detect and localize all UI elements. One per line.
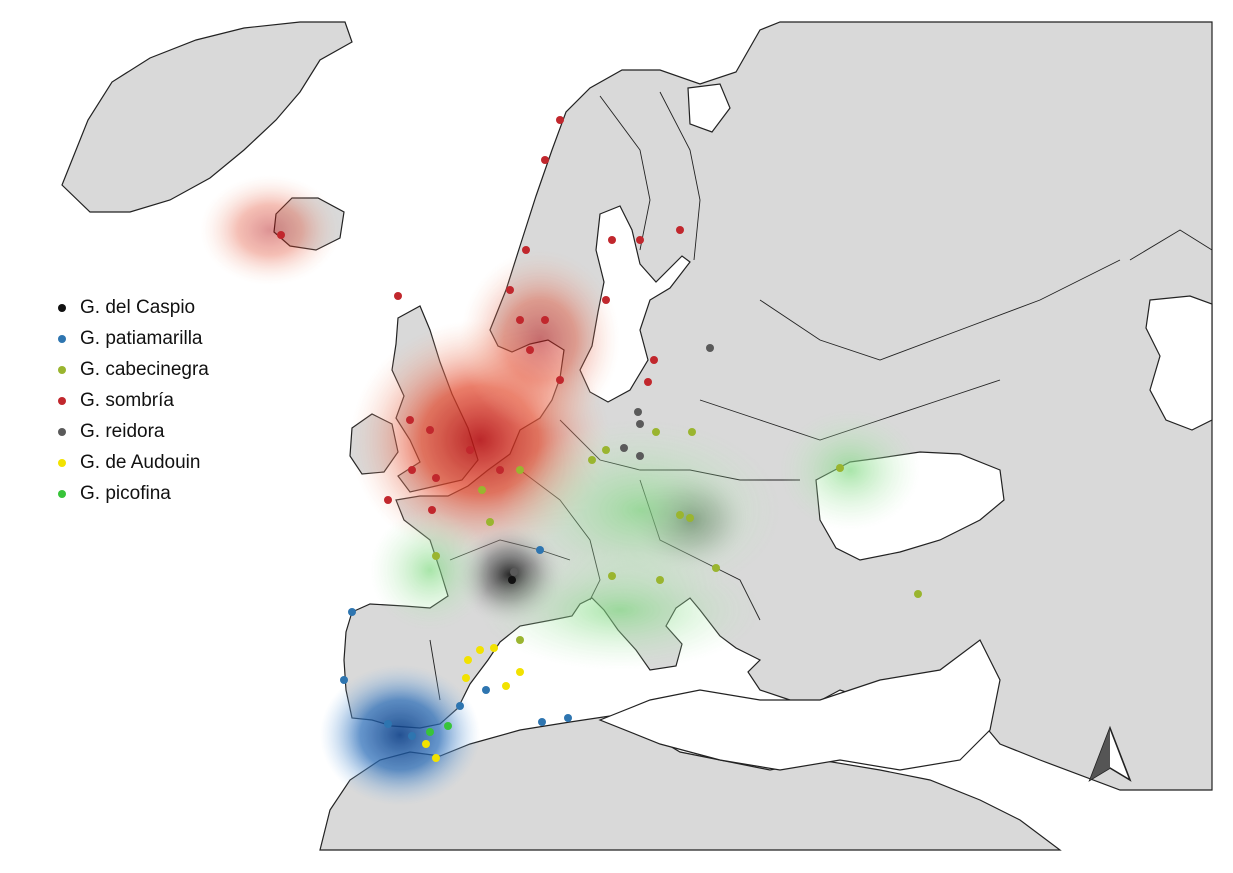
legend-label: G. cabecinegra [80,358,209,380]
legend-label: G. picofina [80,482,171,504]
legend-item: G. de Audouin [58,447,209,478]
legend-swatch [58,458,66,467]
legend-label: G. sombría [80,389,174,411]
legend-swatch [58,489,66,498]
points-audouin [422,644,524,762]
legend-swatch [58,396,66,405]
north-arrow-icon [1088,725,1132,782]
legend-label: G. patiamarilla [80,327,203,349]
legend-swatch [58,303,66,312]
legend: G. del Caspio G. patiamarilla G. cabecineg… [58,292,209,509]
legend-item: G. del Caspio [58,292,209,323]
points-reidora [510,344,714,576]
legend-swatch [58,427,66,436]
legend-item: G. picofina [58,478,209,509]
legend-label: G. de Audouin [80,451,201,473]
points-cabecinegra [432,428,922,644]
points-patiamarilla [340,546,572,740]
points-caspio [508,576,516,584]
legend-item: G. patiamarilla [58,323,209,354]
legend-item: G. reidora [58,416,209,447]
density-layer [200,175,920,805]
legend-label: G. reidora [80,420,165,442]
points-sombria [277,116,684,514]
legend-swatch [58,334,66,343]
legend-label: G. del Caspio [80,296,196,318]
legend-item: G. sombría [58,385,209,416]
observation-points [277,116,922,762]
legend-item: G. cabecinegra [58,354,209,385]
legend-swatch [58,365,66,374]
points-picofina [426,722,452,736]
